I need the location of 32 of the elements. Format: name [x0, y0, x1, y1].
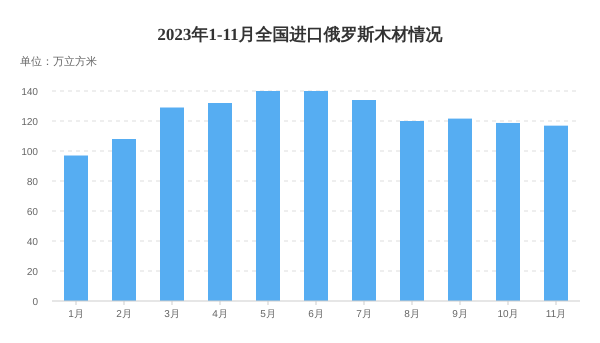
bar — [544, 126, 568, 301]
y-axis-title: 单位：万立方米 — [20, 55, 97, 68]
chart-title: 2023年1-11月全国进口俄罗斯木材情况 — [157, 25, 444, 44]
y-tick-label: 140 — [21, 87, 38, 98]
bar — [112, 139, 136, 301]
x-tick-label: 6月 — [308, 309, 324, 320]
x-tick-label: 3月 — [164, 309, 180, 320]
y-tick-label: 60 — [26, 207, 38, 218]
bar — [256, 91, 280, 301]
bar — [352, 100, 376, 301]
x-tick-label: 7月 — [356, 309, 372, 320]
x-tick-label: 5月 — [260, 309, 276, 320]
bar — [64, 156, 88, 301]
bar — [448, 118, 472, 301]
bar — [160, 108, 184, 301]
x-tick-label: 11月 — [546, 309, 566, 320]
bar — [496, 122, 520, 301]
x-tick-label: 4月 — [212, 309, 228, 320]
y-tick-label: 100 — [21, 147, 38, 158]
y-tick-label: 20 — [26, 267, 38, 278]
y-tick-label: 120 — [21, 117, 38, 128]
bar — [304, 91, 328, 301]
y-tick-label: 40 — [26, 237, 38, 248]
bar — [400, 121, 424, 301]
x-tick-label: 10月 — [497, 309, 519, 320]
x-tick-label: 9月 — [452, 309, 468, 320]
bar — [208, 103, 232, 301]
x-tick-label: 8月 — [404, 309, 420, 320]
x-tick-label: 2月 — [116, 309, 132, 320]
y-tick-label: 80 — [26, 177, 38, 188]
y-tick-label: 0 — [32, 297, 38, 308]
x-tick-label: 1月 — [68, 309, 84, 320]
